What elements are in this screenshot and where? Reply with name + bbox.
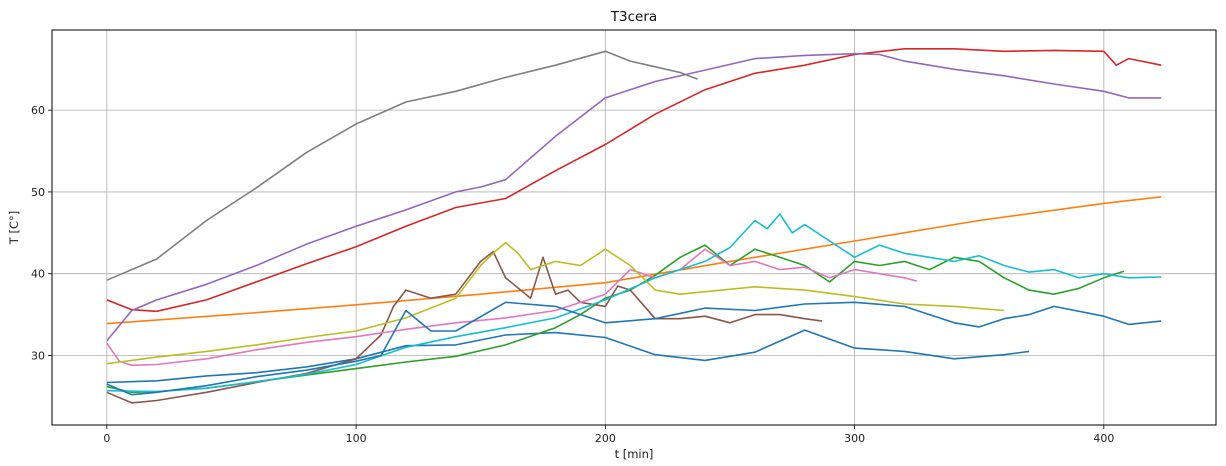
- y-tick-label: 50: [31, 186, 45, 199]
- y-tick-label: 30: [31, 349, 45, 362]
- series-line-11: [106, 301, 1162, 396]
- x-tick-label: 300: [844, 432, 865, 445]
- x-tick-label: 0: [103, 432, 110, 445]
- x-tick-label: 100: [346, 432, 367, 445]
- series-line-1: [106, 329, 1030, 384]
- series-line-7: [106, 248, 918, 367]
- series-lines: [106, 48, 1162, 404]
- axis-ticks: 0 100 200 300 400 30 40 50 60: [31, 104, 1114, 445]
- y-tick-label: 60: [31, 104, 45, 117]
- y-tick-label: 40: [31, 268, 45, 281]
- chart-title: T3cera: [610, 9, 657, 25]
- series-line-5: [106, 52, 1162, 342]
- x-tick-label: 400: [1093, 432, 1114, 445]
- x-tick-label: 200: [595, 432, 616, 445]
- series-line-9: [106, 241, 1005, 365]
- plot-frame: [51, 29, 1217, 426]
- grid-lines: [52, 30, 1216, 425]
- series-line-4: [106, 48, 1162, 313]
- series-line-8: [106, 50, 698, 281]
- series-line-2: [106, 196, 1162, 325]
- x-axis-label: t [min]: [615, 447, 654, 461]
- y-axis-label: T [C°]: [7, 211, 21, 245]
- series-line-10: [106, 213, 1162, 393]
